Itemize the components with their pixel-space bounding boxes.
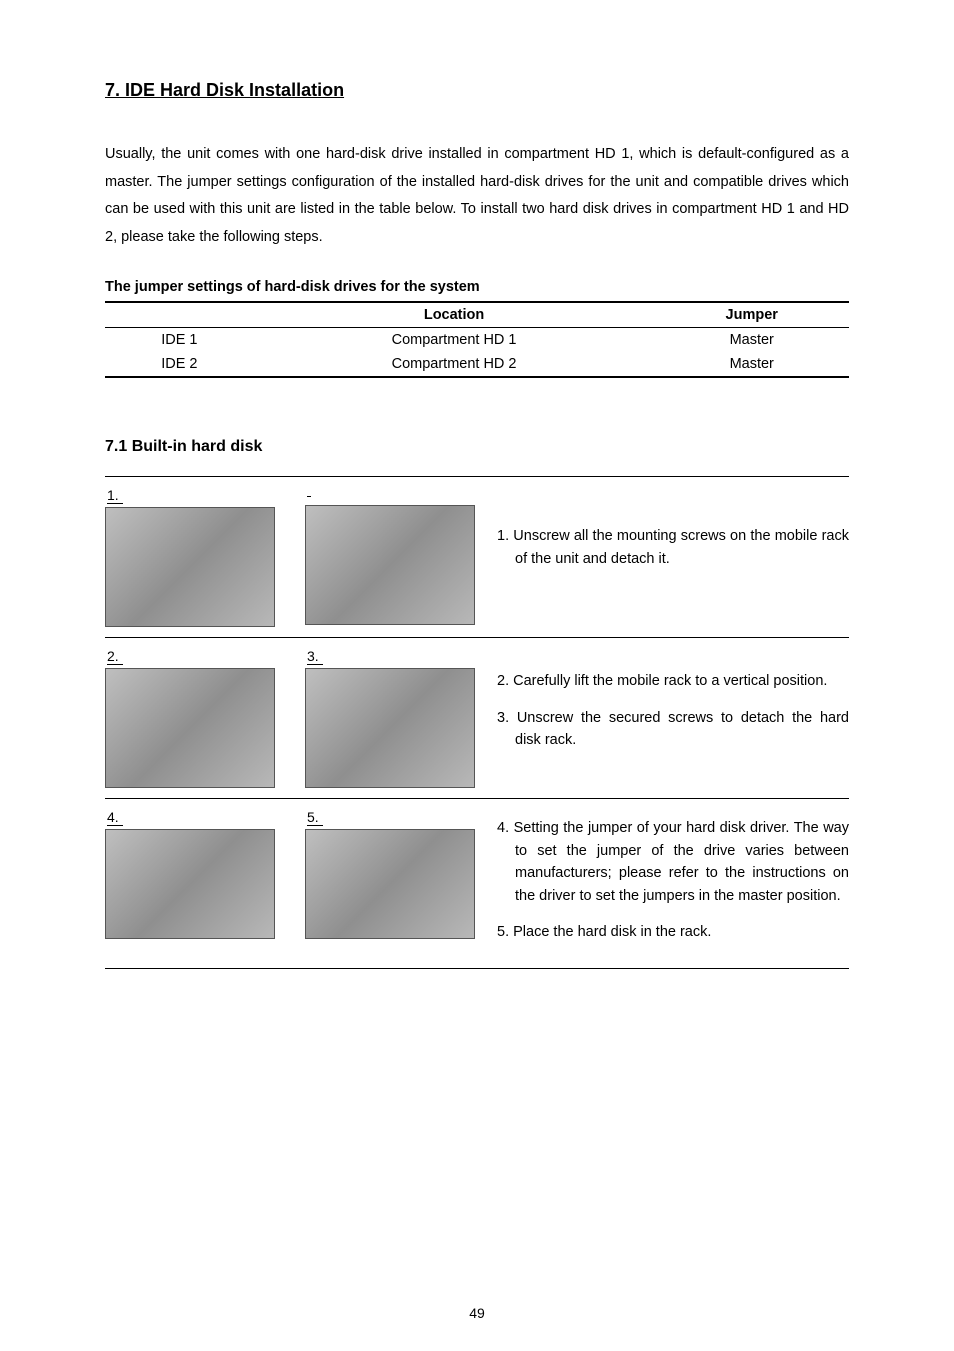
step-block: 1. 1. Unscrew all the mounting screws on… bbox=[105, 487, 849, 627]
image-pair: 2. 3. bbox=[105, 648, 475, 788]
jumper-settings-table: Location Jumper IDE 1 Compartment HD 1 M… bbox=[105, 301, 849, 378]
table-cell: IDE 1 bbox=[105, 328, 254, 353]
divider bbox=[105, 476, 849, 477]
table-cell: Master bbox=[654, 352, 849, 377]
table-header-cell: Jumper bbox=[654, 302, 849, 328]
instruction-photo-icon bbox=[105, 668, 275, 788]
step-text-item: 4. Setting the jumper of your hard disk … bbox=[497, 817, 849, 907]
image-pair: 4. 5. bbox=[105, 809, 475, 939]
image-label: 4. bbox=[107, 809, 123, 826]
instruction-photo-icon bbox=[105, 829, 275, 939]
table-cell: Compartment HD 1 bbox=[254, 328, 655, 353]
instruction-photo-icon bbox=[305, 829, 475, 939]
divider bbox=[105, 798, 849, 799]
instruction-photo-icon bbox=[305, 505, 475, 625]
step-block: 2. 3. 2. Carefully lift the mobile rack … bbox=[105, 648, 849, 788]
image-label: 1. bbox=[107, 487, 123, 504]
instruction-photo-icon bbox=[105, 507, 275, 627]
image-column: 1. bbox=[105, 487, 275, 627]
step-block: 4. 5. 4. Setting the jumper of your hard… bbox=[105, 809, 849, 957]
image-label: 3. bbox=[307, 648, 323, 665]
image-column bbox=[305, 487, 475, 627]
table-row: IDE 2 Compartment HD 2 Master bbox=[105, 352, 849, 377]
step-text: 1. Unscrew all the mounting screws on th… bbox=[497, 525, 849, 584]
intro-paragraph: Usually, the unit comes with one hard-di… bbox=[105, 141, 849, 251]
step-text-item: 5. Place the hard disk in the rack. bbox=[497, 921, 849, 943]
image-column: 4. bbox=[105, 809, 275, 939]
step-text: 4. Setting the jumper of your hard disk … bbox=[497, 817, 849, 957]
divider bbox=[105, 637, 849, 638]
step-text-item: 2. Carefully lift the mobile rack to a v… bbox=[497, 670, 849, 692]
table-cell: Master bbox=[654, 328, 849, 353]
image-column: 3. bbox=[305, 648, 475, 788]
table-row: IDE 1 Compartment HD 1 Master bbox=[105, 328, 849, 353]
image-pair: 1. bbox=[105, 487, 475, 627]
page-number: 49 bbox=[0, 1305, 954, 1321]
section-heading: 7. IDE Hard Disk Installation bbox=[105, 80, 849, 101]
subsection-heading: 7.1 Built-in hard disk bbox=[105, 438, 849, 456]
step-text-item: 3. Unscrew the secured screws to detach … bbox=[497, 707, 849, 752]
instruction-photo-icon bbox=[305, 668, 475, 788]
table-cell: IDE 2 bbox=[105, 352, 254, 377]
image-label: 5. bbox=[307, 809, 323, 826]
step-text: 2. Carefully lift the mobile rack to a v… bbox=[497, 670, 849, 765]
table-title: The jumper settings of hard-disk drives … bbox=[105, 279, 849, 295]
image-label bbox=[307, 496, 311, 497]
table-header-cell: Location bbox=[254, 302, 655, 328]
image-column: 2. bbox=[105, 648, 275, 788]
table-cell: Compartment HD 2 bbox=[254, 352, 655, 377]
document-page: 7. IDE Hard Disk Installation Usually, t… bbox=[0, 0, 954, 1351]
image-label: 2. bbox=[107, 648, 123, 665]
table-header-row: Location Jumper bbox=[105, 302, 849, 328]
step-text-item: 1. Unscrew all the mounting screws on th… bbox=[497, 525, 849, 570]
image-column: 5. bbox=[305, 809, 475, 939]
divider bbox=[105, 968, 849, 969]
table-header-cell bbox=[105, 302, 254, 328]
